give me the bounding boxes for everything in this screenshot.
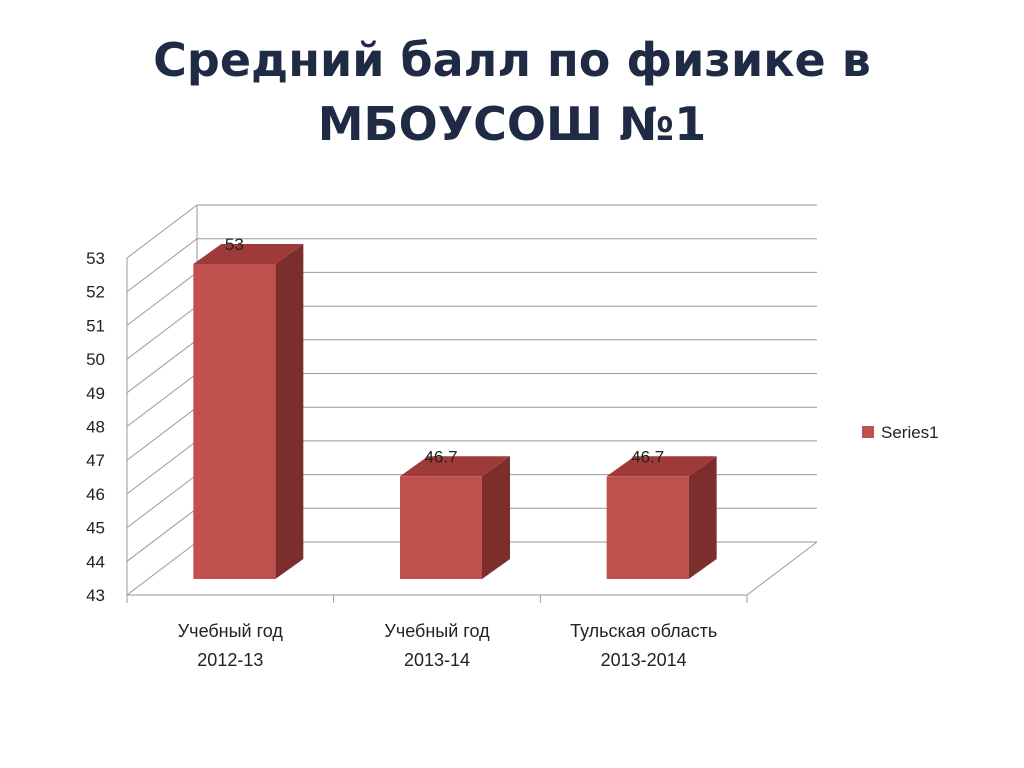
bar-front xyxy=(193,264,276,579)
x-category-label: 2013-14 xyxy=(404,650,470,670)
gridline-depth xyxy=(126,339,198,394)
legend-label: Series1 xyxy=(881,423,939,442)
gridline-depth xyxy=(126,204,198,259)
y-tick-label: 49 xyxy=(86,384,105,403)
x-category-label: Тульская область xyxy=(570,621,717,641)
x-category-label: 2013-2014 xyxy=(601,650,687,670)
gridline-depth xyxy=(126,272,198,326)
bar-top xyxy=(193,244,304,264)
y-tick-label: 47 xyxy=(86,451,105,470)
x-category-label: 2012-13 xyxy=(197,650,263,670)
gridline-depth xyxy=(126,541,198,596)
y-tick-label: 48 xyxy=(86,418,105,437)
title-line-2: МБОУСОШ №1 xyxy=(317,97,707,151)
data-label: 46.7 xyxy=(631,447,664,466)
gridline-depth xyxy=(126,238,198,293)
bar-front xyxy=(606,476,689,579)
bar-top xyxy=(400,456,510,477)
data-label: 53 xyxy=(225,235,244,254)
data-label: 46.7 xyxy=(424,447,457,466)
gridline-depth xyxy=(126,474,198,528)
y-tick-label: 50 xyxy=(86,350,105,369)
title-line-1: Средний балл по физике в xyxy=(153,33,871,87)
y-tick-label: 51 xyxy=(86,316,105,335)
legend: Series1 xyxy=(862,423,939,442)
bar-3 xyxy=(606,456,717,579)
y-tick-label: 52 xyxy=(86,283,105,302)
x-category-label: Учебный год xyxy=(384,621,490,641)
bar-side xyxy=(275,244,304,579)
floor-diagonal xyxy=(746,541,818,596)
y-tick-label: 53 xyxy=(86,249,105,268)
slide-title: Средний балл по физике в МБОУСОШ №1 xyxy=(0,28,1024,156)
bar-side xyxy=(482,456,510,579)
bar-1 xyxy=(193,244,304,579)
gridline-depth xyxy=(126,507,198,562)
y-tick-label: 43 xyxy=(86,586,105,605)
bar-side xyxy=(688,456,717,579)
bar-top xyxy=(606,456,717,477)
y-tick-label: 46 xyxy=(86,485,105,504)
legend-swatch xyxy=(862,426,874,438)
y-tick-label: 45 xyxy=(86,519,105,538)
gridline-depth xyxy=(126,406,198,461)
bar-2 xyxy=(400,456,510,579)
gridline-depth xyxy=(126,440,198,495)
x-category-label: Учебный год xyxy=(178,621,284,641)
gridline-depth xyxy=(126,305,198,360)
gridline-depth xyxy=(126,373,198,427)
y-tick-label: 44 xyxy=(86,552,105,571)
bar-front xyxy=(400,476,482,579)
